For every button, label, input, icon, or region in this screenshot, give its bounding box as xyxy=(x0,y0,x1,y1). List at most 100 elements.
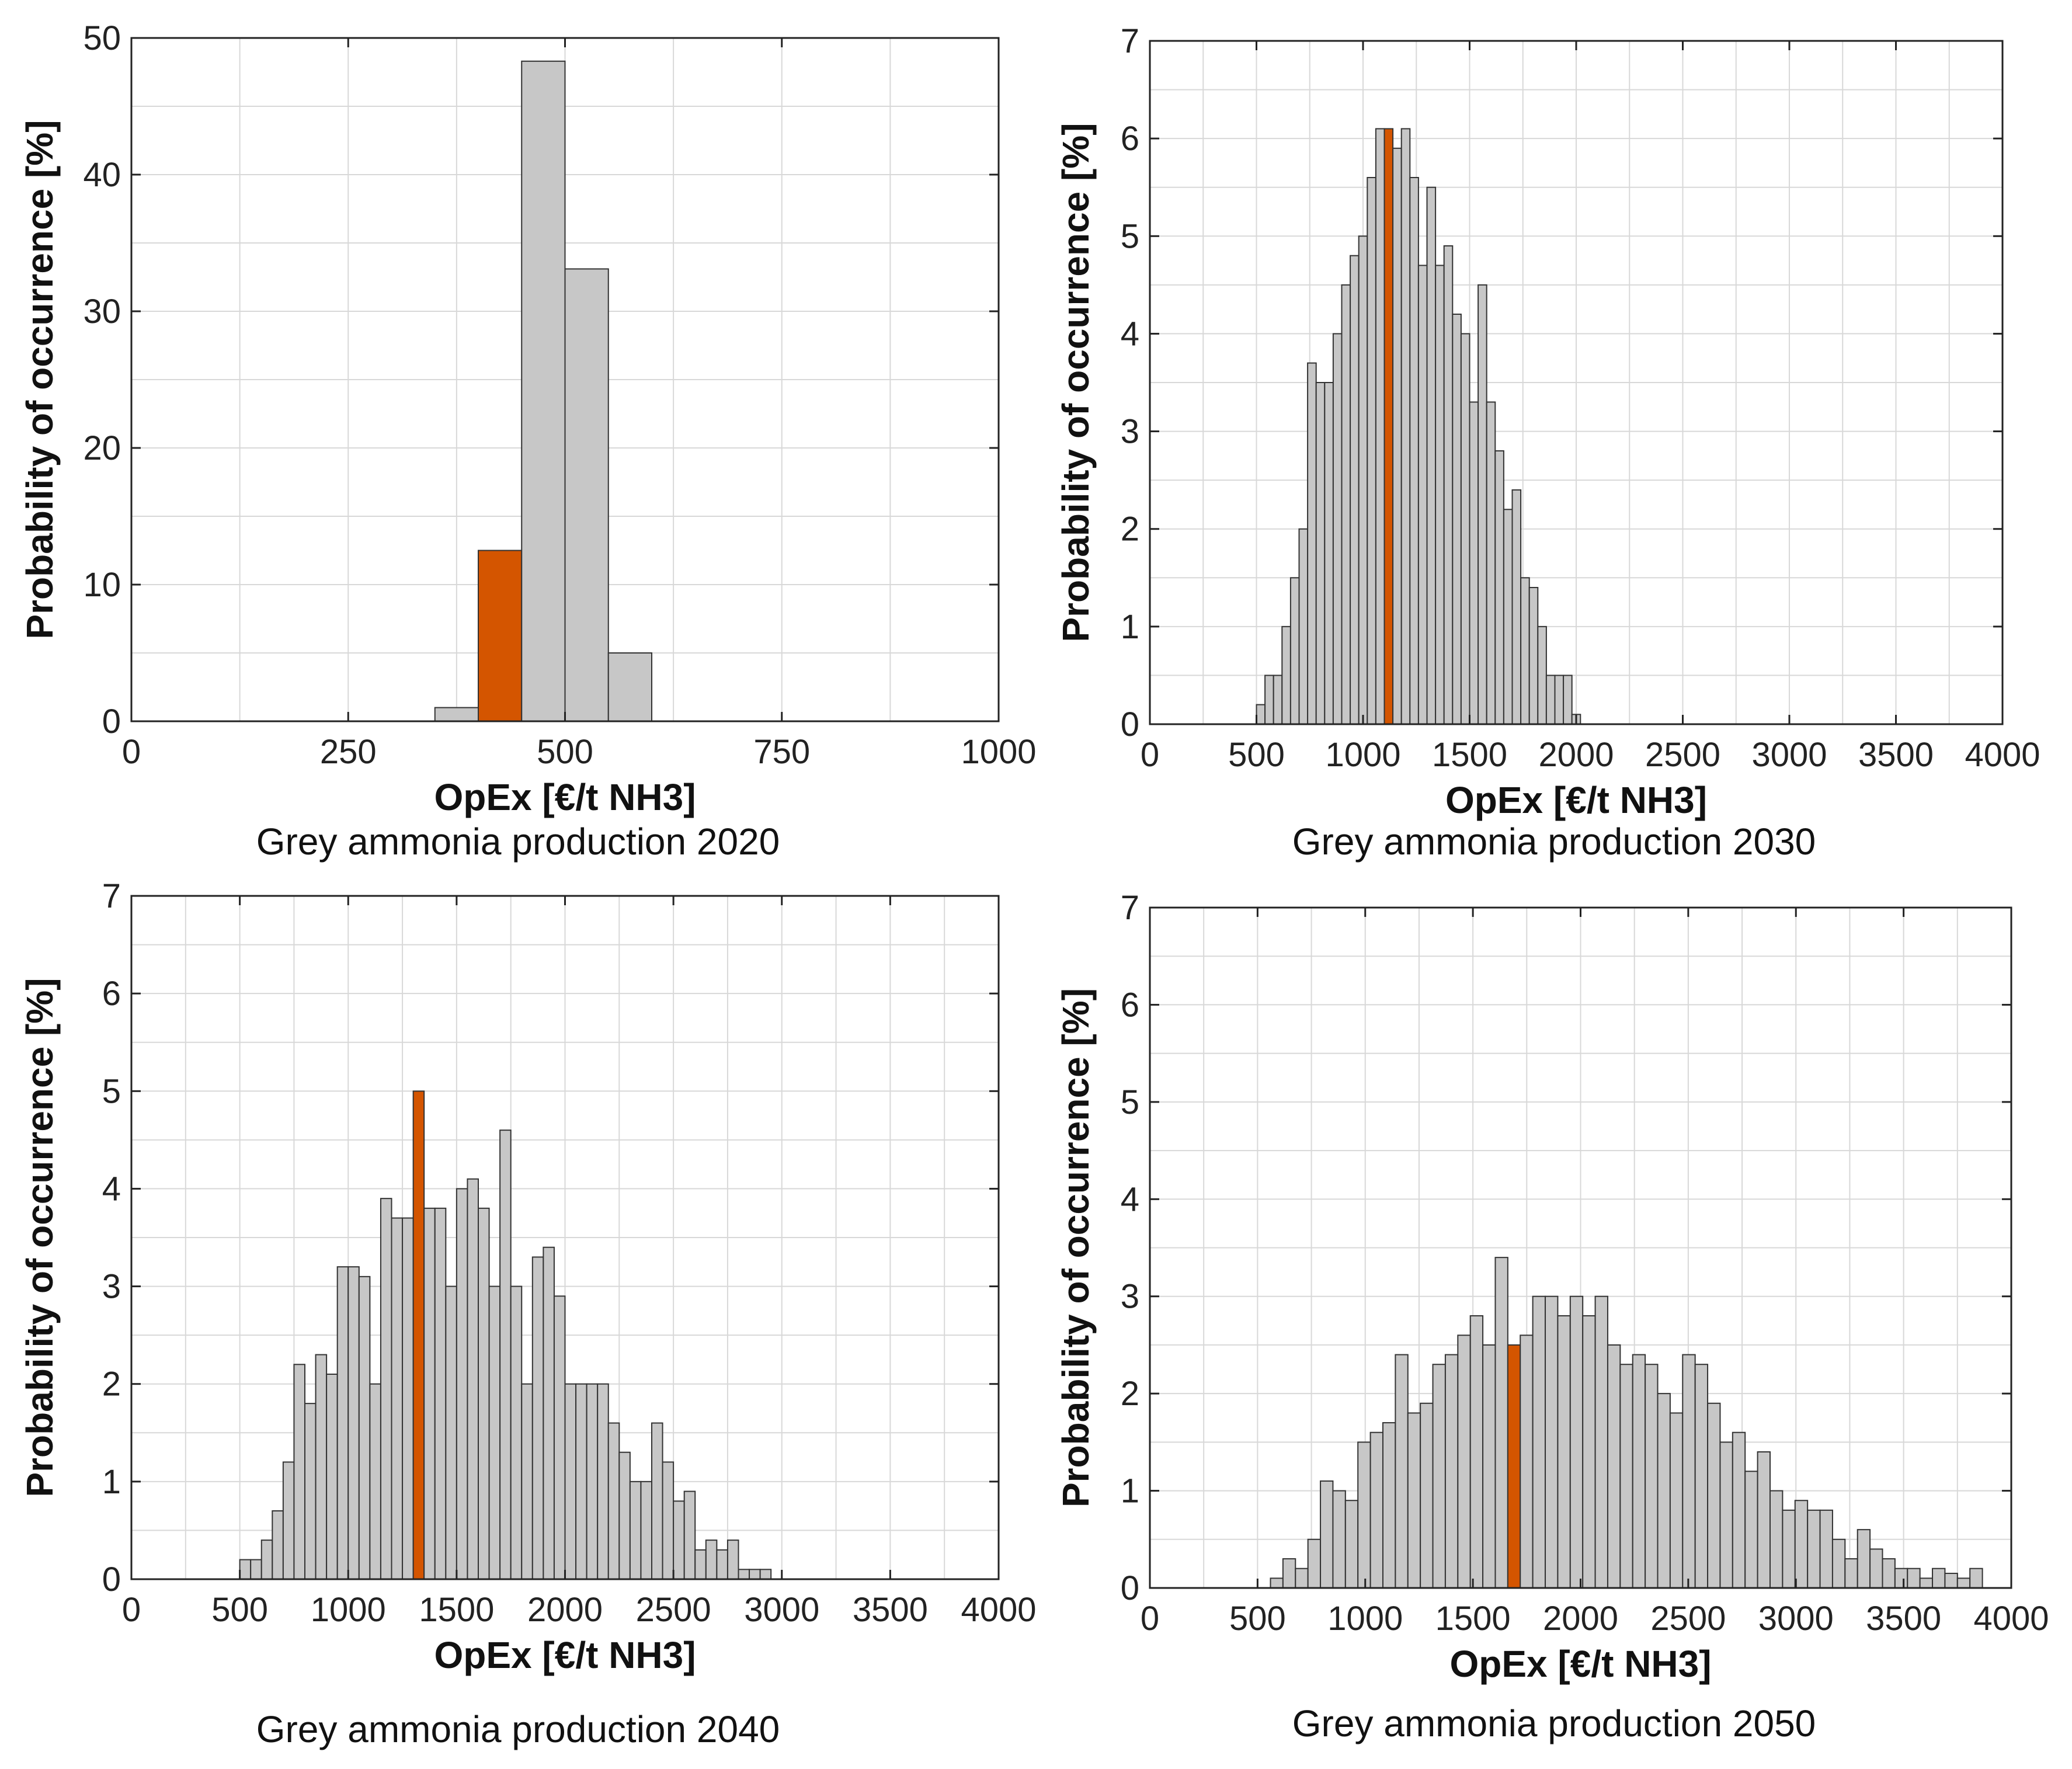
y-tick-label: 3 xyxy=(1121,413,1139,451)
histogram-bar xyxy=(1409,177,1419,725)
histogram-bar xyxy=(1357,1441,1371,1589)
histogram-2050: 0 500 1000 1500 2000 2500 3000 3500 4000 0 1 2 3 4 5 6 7… xyxy=(1055,889,2049,1685)
y-tick-label: 0 xyxy=(102,1561,121,1598)
histogram-bar xyxy=(1435,265,1445,725)
y-tick-label: 7 xyxy=(1121,889,1139,927)
histogram-bar xyxy=(553,1295,566,1580)
histogram-bar xyxy=(347,1266,360,1580)
x-tick-label: 1500 xyxy=(419,1591,494,1629)
y-tick-label: 1 xyxy=(1121,608,1139,646)
histogram-bar xyxy=(1382,1422,1396,1589)
highlighted-bar xyxy=(412,1090,425,1580)
x-axis-label: OpEx [€/t NH3] xyxy=(434,776,696,818)
histogram-bar xyxy=(749,1569,761,1580)
histogram-bar xyxy=(1894,1568,1908,1589)
histogram-bar xyxy=(1457,1334,1471,1589)
histogram-bar xyxy=(1426,186,1437,725)
histogram-bar xyxy=(1537,625,1547,725)
histogram-bar xyxy=(272,1510,284,1580)
y-tick-label: 6 xyxy=(1121,120,1139,158)
y-tick-label: 3 xyxy=(1121,1278,1139,1316)
histogram-bar xyxy=(1432,1364,1446,1589)
histogram-bar xyxy=(521,1383,533,1580)
x-tick-label: 3000 xyxy=(1758,1600,1834,1638)
histogram-bar xyxy=(607,652,652,722)
histogram-bar xyxy=(380,1198,392,1580)
y-axis-label: Probability of occurrence [%] xyxy=(1055,123,1097,642)
histogram-bar xyxy=(1358,235,1368,725)
histogram-bar xyxy=(694,1549,707,1580)
histogram-bar xyxy=(304,1403,317,1580)
histogram-bar xyxy=(1607,1344,1621,1589)
histogram-bar xyxy=(521,60,566,722)
x-tick-label: 1000 xyxy=(1325,736,1400,774)
histogram-bar xyxy=(1554,675,1565,725)
histogram-bar xyxy=(1944,1573,1958,1589)
histogram-bar xyxy=(1757,1451,1771,1589)
histogram-bar xyxy=(575,1383,587,1580)
histogram-bar xyxy=(564,1383,577,1580)
x-tick-label: 1000 xyxy=(1327,1600,1403,1638)
histogram-bar xyxy=(510,1285,523,1580)
x-tick-label: 500 xyxy=(1229,1600,1286,1638)
histogram-bar xyxy=(1295,1568,1309,1589)
histogram-bar xyxy=(629,1480,642,1580)
histogram-bar xyxy=(1477,284,1487,725)
x-tick-label: 3500 xyxy=(1858,736,1934,774)
histogram-bar xyxy=(564,268,609,722)
histogram-bar xyxy=(1520,577,1530,725)
histogram-bar xyxy=(1511,489,1522,725)
histogram-bar xyxy=(1907,1568,1921,1589)
histogram-bar xyxy=(1469,401,1479,725)
histogram-bar xyxy=(1407,1412,1421,1589)
histogram-bar xyxy=(456,1188,468,1580)
histogram-bar xyxy=(1503,509,1513,725)
histogram-bar xyxy=(391,1217,404,1580)
histogram-bar xyxy=(1532,1295,1546,1589)
y-tick-label: 10 xyxy=(83,566,121,604)
histogram-bar xyxy=(315,1354,328,1580)
x-tick-label: 3500 xyxy=(853,1591,928,1629)
histogram-bar xyxy=(651,1422,663,1580)
histogram-bar xyxy=(1694,1364,1709,1589)
histogram-bar xyxy=(683,1490,696,1580)
histogram-bar xyxy=(326,1374,338,1580)
histogram-bar xyxy=(738,1569,750,1580)
histogram-bar xyxy=(1632,1354,1646,1589)
histogram-bar xyxy=(1869,1548,1883,1589)
histogram-bar xyxy=(1289,577,1300,725)
y-tick-label: 1 xyxy=(1121,1472,1139,1510)
chart-caption: Grey ammonia production 2030 xyxy=(1292,821,1816,863)
y-tick-label: 4 xyxy=(102,1170,121,1208)
histogram-bar xyxy=(1645,1364,1659,1589)
y-tick-label: 6 xyxy=(102,975,121,1013)
x-tick-label: 0 xyxy=(1141,736,1159,774)
histogram-bar xyxy=(1324,382,1334,725)
histogram-bar xyxy=(499,1129,512,1580)
histogram-bar xyxy=(1375,128,1385,725)
histogram-bar xyxy=(1545,675,1556,725)
y-tick-label: 0 xyxy=(1121,705,1139,743)
chart-caption: Grey ammonia production 2050 xyxy=(1292,1702,1816,1744)
y-tick-label: 2 xyxy=(1121,1375,1139,1413)
histogram-bar xyxy=(478,1207,490,1580)
x-tick-label: 3000 xyxy=(744,1591,819,1629)
y-tick-label: 3 xyxy=(102,1268,121,1306)
histogram-bar xyxy=(282,1461,295,1580)
histogram-bar xyxy=(423,1207,436,1580)
y-axis-label: Probability of occurrence [%] xyxy=(19,120,61,639)
histogram-bar xyxy=(1719,1441,1733,1589)
x-tick-label: 500 xyxy=(1228,736,1285,774)
chart-caption: Grey ammonia production 2020 xyxy=(256,821,780,863)
chart-caption: Grey ammonia production 2040 xyxy=(256,1708,780,1750)
x-tick-label: 2500 xyxy=(1645,736,1720,774)
histogram-bar xyxy=(445,1285,457,1580)
x-tick-label: 0 xyxy=(122,733,141,771)
histogram-bar xyxy=(1270,1577,1284,1589)
histogram-bar xyxy=(673,1500,685,1580)
histogram-bar xyxy=(1844,1558,1858,1589)
x-axis-label: OpEx [€/t NH3] xyxy=(434,1634,696,1676)
histogram-bar xyxy=(662,1461,675,1580)
histogram-2030: 0 500 1000 1500 2000 2500 3000 3500 4000 0 1 2 3 4 5 6 7… xyxy=(1055,22,2040,821)
histogram-bar xyxy=(1569,1295,1584,1589)
